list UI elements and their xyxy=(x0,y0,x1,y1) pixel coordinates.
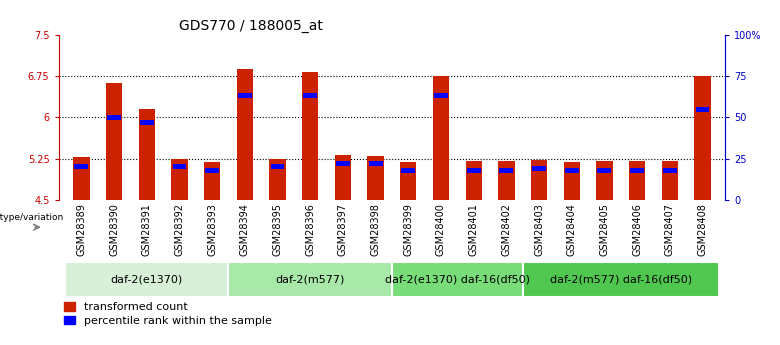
Bar xyxy=(139,109,155,200)
Text: GSM28394: GSM28394 xyxy=(239,203,250,256)
Bar xyxy=(596,161,612,200)
Bar xyxy=(172,165,186,169)
Bar xyxy=(271,165,285,169)
Bar xyxy=(565,168,579,173)
Bar xyxy=(663,168,677,173)
Bar xyxy=(498,161,515,200)
Text: GSM28401: GSM28401 xyxy=(469,203,479,256)
Bar xyxy=(400,162,417,200)
Bar xyxy=(661,161,678,200)
Bar xyxy=(523,262,719,297)
Bar xyxy=(466,161,482,200)
Text: daf-2(e1370): daf-2(e1370) xyxy=(111,275,183,284)
Bar xyxy=(303,93,317,98)
Text: GSM28390: GSM28390 xyxy=(109,203,119,256)
Bar xyxy=(466,168,480,173)
Text: GSM28405: GSM28405 xyxy=(600,203,609,256)
Bar xyxy=(204,162,220,200)
Bar xyxy=(335,155,351,200)
Text: GSM28404: GSM28404 xyxy=(567,203,576,256)
Bar xyxy=(74,165,88,169)
Text: GSM28396: GSM28396 xyxy=(305,203,315,256)
Bar xyxy=(172,159,188,200)
Bar xyxy=(65,262,229,297)
Text: GSM28402: GSM28402 xyxy=(502,203,512,256)
Bar xyxy=(336,161,350,166)
Bar xyxy=(238,93,252,98)
Bar xyxy=(229,262,392,297)
Text: GSM28407: GSM28407 xyxy=(665,203,675,256)
Bar xyxy=(106,82,122,200)
Bar xyxy=(694,76,711,200)
Text: GSM28397: GSM28397 xyxy=(338,203,348,256)
Text: GSM28393: GSM28393 xyxy=(207,203,217,256)
Bar xyxy=(696,107,710,111)
Bar xyxy=(367,156,384,200)
Bar xyxy=(531,160,548,200)
Bar xyxy=(392,262,523,297)
Text: daf-2(m577) daf-16(df50): daf-2(m577) daf-16(df50) xyxy=(550,275,692,284)
Text: GDS770 / 188005_at: GDS770 / 188005_at xyxy=(179,19,322,33)
Legend: transformed count, percentile rank within the sample: transformed count, percentile rank withi… xyxy=(64,302,272,326)
Text: GSM28406: GSM28406 xyxy=(632,203,642,256)
Bar xyxy=(499,168,513,173)
Bar xyxy=(73,157,90,200)
Bar xyxy=(205,168,219,173)
Text: GSM28389: GSM28389 xyxy=(76,203,87,256)
Bar xyxy=(402,168,415,173)
Bar xyxy=(532,166,546,171)
Bar xyxy=(107,115,121,120)
Text: GSM28399: GSM28399 xyxy=(403,203,413,256)
Bar xyxy=(629,161,645,200)
Bar xyxy=(434,93,448,98)
Text: daf-2(m577): daf-2(m577) xyxy=(275,275,345,284)
Bar xyxy=(369,161,382,166)
Bar xyxy=(630,168,644,173)
Bar xyxy=(433,76,449,200)
Text: GSM28408: GSM28408 xyxy=(697,203,707,256)
Text: daf-2(e1370) daf-16(df50): daf-2(e1370) daf-16(df50) xyxy=(385,275,530,284)
Text: GSM28398: GSM28398 xyxy=(370,203,381,256)
Text: GSM28392: GSM28392 xyxy=(175,203,184,256)
Bar xyxy=(236,69,253,200)
Text: GSM28391: GSM28391 xyxy=(142,203,152,256)
Bar xyxy=(564,162,580,200)
Text: GSM28395: GSM28395 xyxy=(272,203,282,256)
Bar xyxy=(140,120,154,125)
Text: GSM28403: GSM28403 xyxy=(534,203,544,256)
Text: GSM28400: GSM28400 xyxy=(436,203,446,256)
Bar xyxy=(269,159,285,200)
Bar xyxy=(302,72,318,200)
Text: genotype/variation: genotype/variation xyxy=(0,213,64,222)
Bar xyxy=(597,168,612,173)
